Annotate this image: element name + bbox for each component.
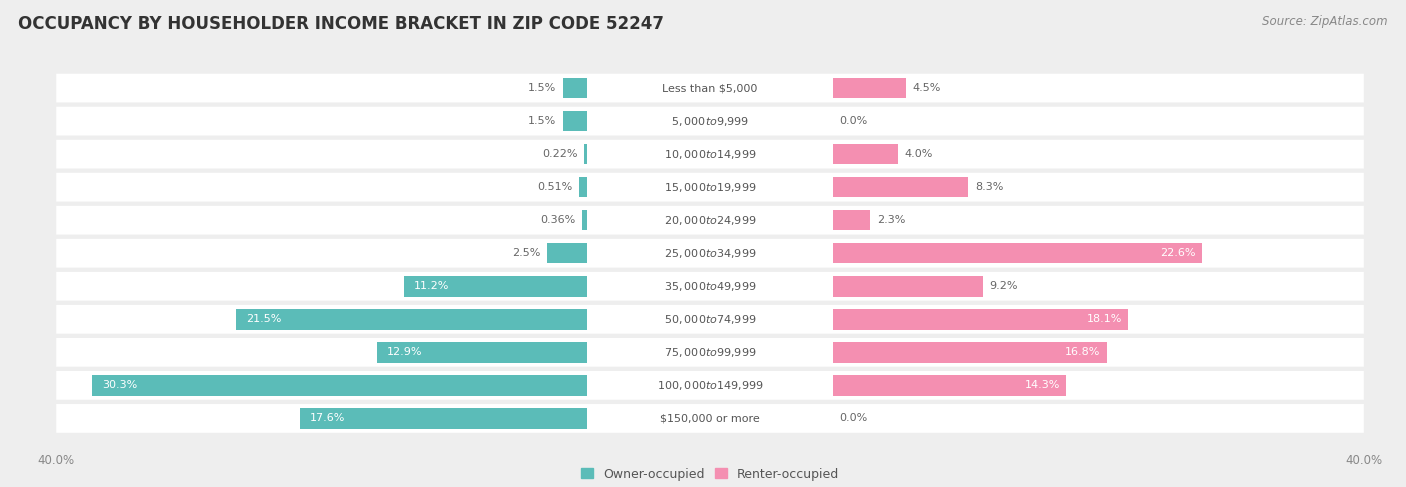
Text: Source: ZipAtlas.com: Source: ZipAtlas.com [1263,15,1388,28]
FancyBboxPatch shape [56,140,1364,169]
Bar [547,243,588,263]
Text: 12.9%: 12.9% [387,347,422,357]
Text: $35,000 to $49,999: $35,000 to $49,999 [664,280,756,293]
Text: $15,000 to $19,999: $15,000 to $19,999 [664,181,756,194]
Text: 1.5%: 1.5% [529,116,557,126]
Text: 2.3%: 2.3% [877,215,905,225]
Text: $20,000 to $24,999: $20,000 to $24,999 [664,214,756,227]
Text: 17.6%: 17.6% [309,413,344,423]
Legend: Owner-occupied, Renter-occupied: Owner-occupied, Renter-occupied [581,468,839,481]
Bar [832,210,870,230]
FancyBboxPatch shape [56,404,1364,433]
Text: 0.0%: 0.0% [839,116,868,126]
Text: $10,000 to $14,999: $10,000 to $14,999 [664,148,756,161]
Text: $150,000 or more: $150,000 or more [661,413,759,423]
Bar [832,144,898,165]
Text: 0.0%: 0.0% [839,413,868,423]
Text: 1.5%: 1.5% [529,83,557,93]
FancyBboxPatch shape [56,107,1364,135]
Text: OCCUPANCY BY HOUSEHOLDER INCOME BRACKET IN ZIP CODE 52247: OCCUPANCY BY HOUSEHOLDER INCOME BRACKET … [18,15,664,33]
Text: 4.0%: 4.0% [904,149,934,159]
Text: 4.5%: 4.5% [912,83,941,93]
Bar [832,177,969,197]
Text: 8.3%: 8.3% [974,182,1004,192]
Bar [832,309,1129,330]
Bar [832,243,1202,263]
Text: 16.8%: 16.8% [1066,347,1101,357]
Text: $75,000 to $99,999: $75,000 to $99,999 [664,346,756,359]
Bar [582,210,588,230]
FancyBboxPatch shape [56,305,1364,334]
FancyBboxPatch shape [56,74,1364,102]
Text: 11.2%: 11.2% [415,281,450,291]
Bar [405,276,588,297]
FancyBboxPatch shape [56,173,1364,202]
Text: 18.1%: 18.1% [1087,314,1122,324]
Bar [832,375,1066,395]
Text: 14.3%: 14.3% [1025,380,1060,391]
FancyBboxPatch shape [56,371,1364,400]
FancyBboxPatch shape [56,338,1364,367]
Text: 0.36%: 0.36% [540,215,575,225]
Text: $25,000 to $34,999: $25,000 to $34,999 [664,247,756,260]
FancyBboxPatch shape [56,239,1364,268]
Text: 9.2%: 9.2% [990,281,1018,291]
Text: 30.3%: 30.3% [103,380,138,391]
Text: 2.5%: 2.5% [512,248,540,258]
Bar [832,342,1107,363]
Text: 22.6%: 22.6% [1160,248,1195,258]
Text: 0.22%: 0.22% [541,149,578,159]
Bar [299,408,588,429]
Bar [236,309,588,330]
Bar [832,78,907,98]
Text: Less than $5,000: Less than $5,000 [662,83,758,93]
FancyBboxPatch shape [56,272,1364,300]
Bar [377,342,588,363]
Text: $5,000 to $9,999: $5,000 to $9,999 [671,114,749,128]
FancyBboxPatch shape [56,206,1364,235]
Text: 21.5%: 21.5% [246,314,281,324]
Text: 0.51%: 0.51% [537,182,572,192]
Bar [583,144,588,165]
Text: $50,000 to $74,999: $50,000 to $74,999 [664,313,756,326]
Bar [579,177,588,197]
Bar [562,78,588,98]
Bar [93,375,588,395]
Text: $100,000 to $149,999: $100,000 to $149,999 [657,379,763,392]
Bar [562,111,588,131]
Bar [832,276,983,297]
